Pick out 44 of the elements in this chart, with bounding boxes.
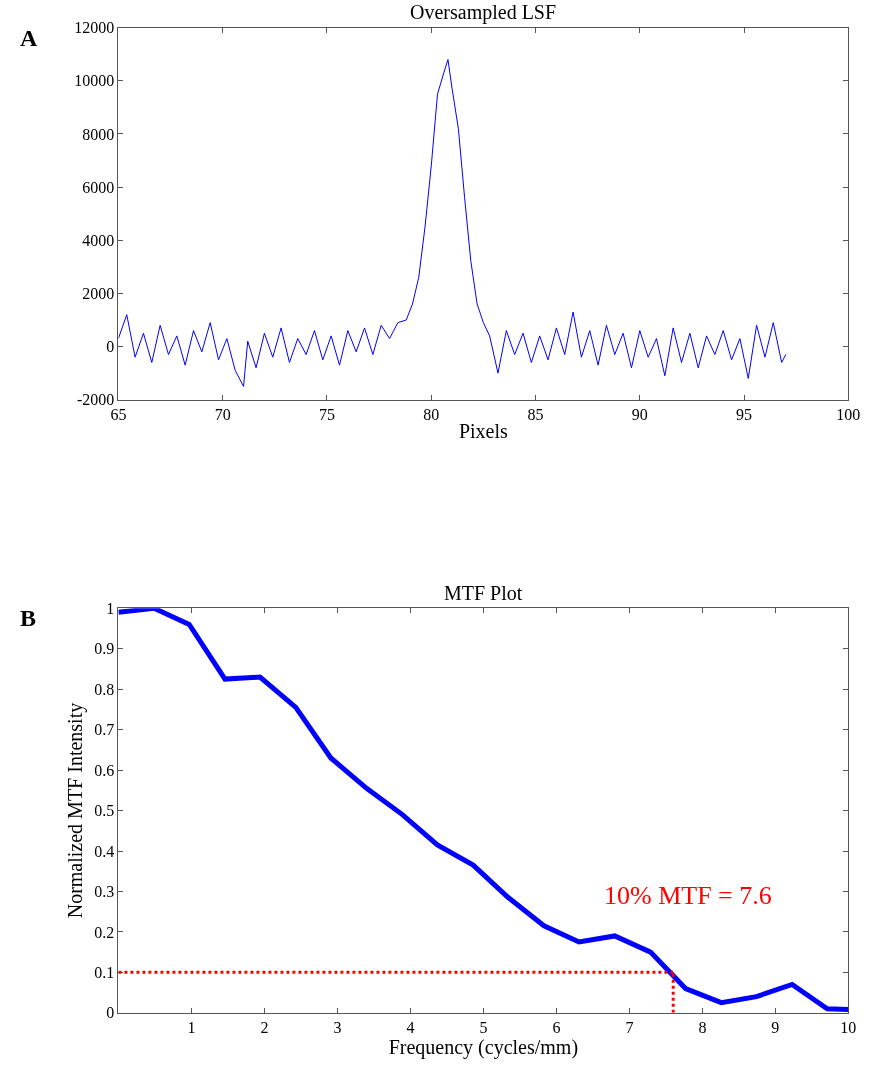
y-tick-label: 0.4 [94, 842, 115, 860]
y-tick-label: 0.7 [94, 721, 115, 739]
x-tick-label: 4 [406, 1018, 415, 1036]
y-tick-label: 0.3 [94, 883, 115, 901]
x-tick-label: 70 [214, 405, 231, 423]
x-tick-label: 2 [260, 1018, 269, 1036]
x-tick-label: 85 [527, 405, 544, 423]
x-tick-label: 3 [333, 1018, 342, 1036]
x-tick-label: 95 [736, 405, 753, 423]
y-tick-label: 0.9 [94, 640, 115, 658]
x-tick-label: 7 [625, 1018, 634, 1036]
y-tick-label: 1 [106, 599, 115, 617]
y-tick-label: 12000 [74, 19, 115, 37]
x-tick-label: 90 [631, 405, 648, 423]
y-tick-label: 0 [106, 1004, 115, 1022]
text: B [20, 605, 37, 631]
y-axis-title: Normalized MTF Intensity [63, 702, 87, 919]
x-tick-label: 100 [836, 405, 861, 423]
line-series [118, 59, 787, 387]
y-tick-label: 0.1 [94, 963, 115, 981]
annotation: 10% MTF = 7.6 [604, 881, 772, 910]
x-tick-label: 6 [552, 1018, 561, 1036]
x-axis-title: Frequency (cycles/mm) [388, 1035, 579, 1059]
text: A [20, 25, 38, 51]
y-tick-label: 0.2 [94, 923, 115, 941]
y-tick-label: 0.5 [94, 802, 115, 820]
x-tick-label: 80 [423, 405, 440, 423]
chart-title: MTF Plot [444, 582, 523, 604]
y-tick-label: 4000 [82, 231, 115, 249]
x-tick-label: 8 [698, 1018, 707, 1036]
x-tick-label: 75 [318, 405, 335, 423]
y-tick-label: 0.8 [94, 680, 115, 698]
x-tick-label: 1 [187, 1018, 196, 1036]
x-axis-title: Pixels [458, 420, 509, 443]
y-tick-label: 10000 [74, 72, 115, 90]
x-tick-label: 9 [771, 1018, 780, 1036]
y-tick-label: 8000 [82, 125, 115, 143]
y-tick-label: 0.6 [94, 761, 115, 779]
x-tick-label: 10 [840, 1018, 857, 1036]
y-tick-label: 2000 [82, 284, 115, 302]
y-tick-label: 6000 [82, 178, 115, 196]
chart-title: Oversampled LSF [410, 1, 557, 24]
y-tick-label: 0 [106, 338, 115, 356]
x-tick-label: 5 [479, 1018, 488, 1036]
